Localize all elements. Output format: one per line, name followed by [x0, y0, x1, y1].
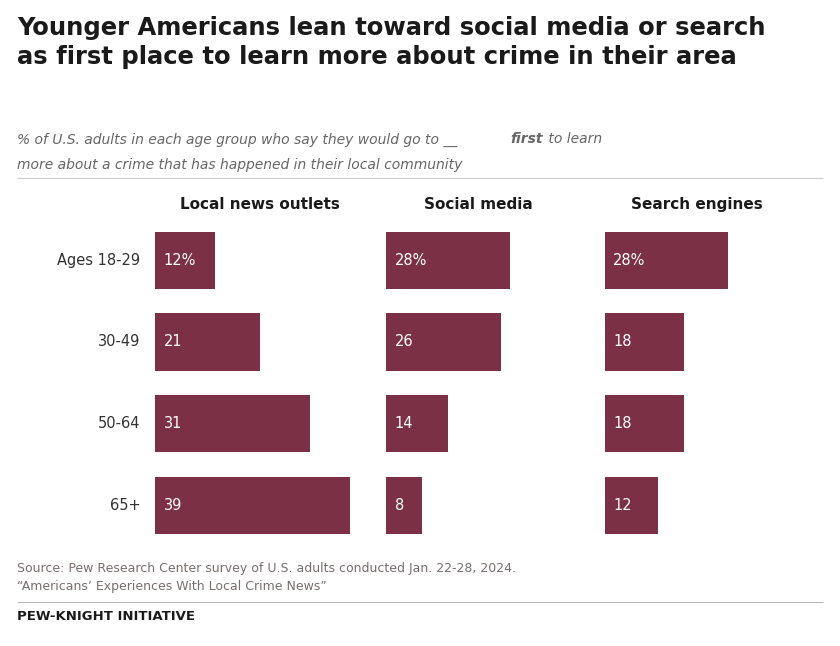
- Text: 39: 39: [164, 497, 182, 512]
- Text: 12%: 12%: [164, 253, 197, 268]
- Text: 28%: 28%: [395, 253, 428, 268]
- Text: 18: 18: [613, 416, 632, 431]
- Bar: [605, 395, 684, 452]
- Text: Social media: Social media: [424, 197, 533, 212]
- Text: 8: 8: [395, 497, 404, 512]
- Bar: [605, 313, 684, 371]
- Text: 30-49: 30-49: [98, 335, 140, 349]
- Text: first: first: [511, 132, 543, 147]
- Text: 28%: 28%: [613, 253, 646, 268]
- Text: Search engines: Search engines: [632, 197, 763, 212]
- Text: Ages 18-29: Ages 18-29: [57, 253, 140, 268]
- Bar: [386, 313, 501, 371]
- Bar: [605, 232, 728, 289]
- Text: PEW-KNIGHT INITIATIVE: PEW-KNIGHT INITIATIVE: [17, 610, 195, 623]
- Bar: [155, 232, 215, 289]
- Text: 14: 14: [395, 416, 413, 431]
- Text: Source: Pew Research Center survey of U.S. adults conducted Jan. 22-28, 2024.
“A: Source: Pew Research Center survey of U.…: [17, 562, 516, 593]
- Text: Younger Americans lean toward social media or search
as first place to learn mor: Younger Americans lean toward social med…: [17, 16, 765, 69]
- Bar: [605, 477, 658, 534]
- Text: 18: 18: [613, 335, 632, 349]
- Bar: [386, 477, 422, 534]
- Text: 31: 31: [164, 416, 182, 431]
- Bar: [386, 232, 510, 289]
- Text: Local news outlets: Local news outlets: [181, 197, 340, 212]
- Bar: [155, 477, 350, 534]
- Text: 50-64: 50-64: [97, 416, 140, 431]
- Text: % of U.S. adults in each age group who say they would go to __: % of U.S. adults in each age group who s…: [17, 132, 457, 147]
- Text: to learn: to learn: [544, 132, 602, 147]
- Bar: [155, 313, 260, 371]
- Bar: [386, 395, 448, 452]
- Bar: [155, 395, 311, 452]
- Text: 26: 26: [395, 335, 413, 349]
- Text: 21: 21: [164, 335, 182, 349]
- Text: 12: 12: [613, 497, 632, 512]
- Text: more about a crime that has happened in their local community: more about a crime that has happened in …: [17, 158, 462, 172]
- Text: 65+: 65+: [110, 497, 140, 512]
